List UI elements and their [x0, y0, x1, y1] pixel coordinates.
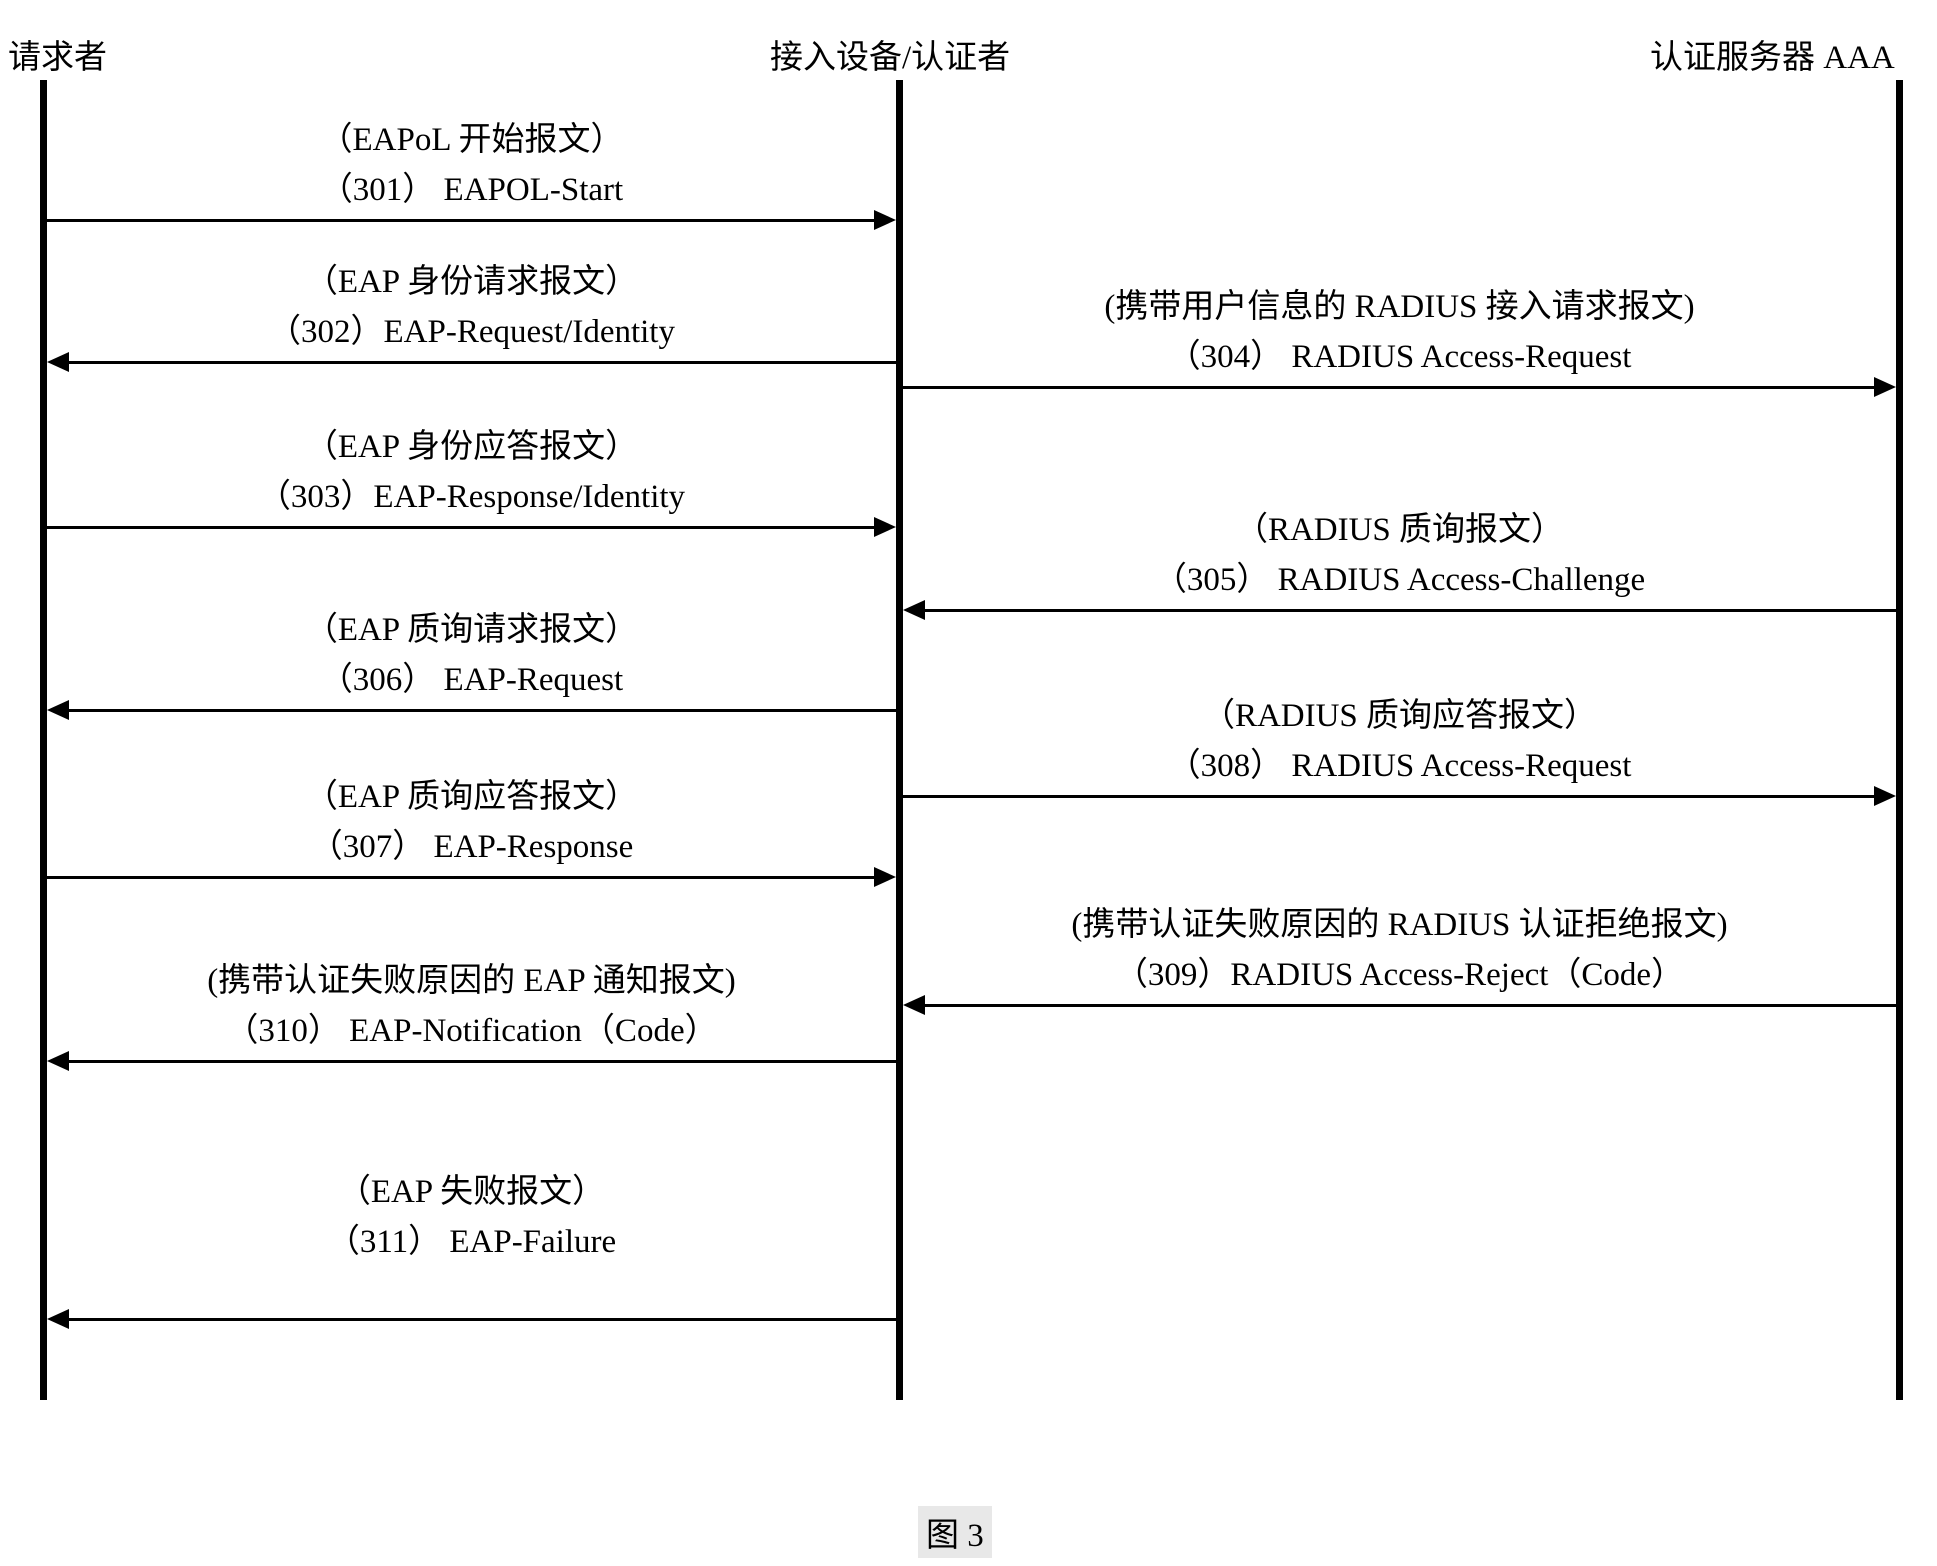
msg-309-line1: (携带认证失败原因的 RADIUS 认证拒绝报文): [903, 897, 1896, 945]
msg-308-line1: （RADIUS 质询应答报文）: [903, 688, 1896, 736]
msg-309-line2: （309）RADIUS Access-Reject（Code）: [903, 947, 1896, 995]
msg-311-line1: （EAP 失败报文）: [47, 1164, 896, 1212]
arrow-308: [903, 795, 1877, 798]
sequence-diagram: 请求者 接入设备/认证者 认证服务器 AAA （EAPoL 开始报文） （301…: [0, 0, 1937, 1566]
msg-301-line1: （EAPoL 开始报文）: [47, 112, 896, 160]
arrowhead-305: [903, 600, 925, 620]
lifeline-supplicant: [40, 80, 47, 1400]
arrow-306: [66, 709, 896, 712]
arrow-301: [47, 219, 877, 222]
arrow-303: [47, 526, 877, 529]
msg-311-line2: （311） EAP-Failure: [47, 1214, 896, 1262]
msg-305-line1: （RADIUS 质询报文）: [903, 502, 1896, 550]
arrowhead-309: [903, 995, 925, 1015]
arrowhead-306: [47, 700, 69, 720]
arrow-305: [922, 609, 1896, 612]
msg-310-line2: （310） EAP-Notification（Code）: [47, 1003, 896, 1051]
participant-aaa: 认证服务器 AAA: [1650, 30, 1895, 78]
msg-306-line2: （306） EAP-Request: [47, 652, 896, 700]
msg-305-line2: （305） RADIUS Access-Challenge: [903, 552, 1896, 600]
msg-307-line1: （EAP 质询应答报文）: [47, 769, 896, 817]
participant-authenticator: 接入设备/认证者: [770, 30, 1010, 78]
msg-304-line2: （304） RADIUS Access-Request: [903, 329, 1896, 377]
arrowhead-302: [47, 352, 69, 372]
msg-310-line1: (携带认证失败原因的 EAP 通知报文): [47, 953, 896, 1001]
msg-302-line1: （EAP 身份请求报文）: [47, 254, 896, 302]
msg-302-line2: （302）EAP-Request/Identity: [47, 304, 896, 352]
arrow-304: [903, 386, 1877, 389]
msg-307-line2: （307） EAP-Response: [47, 819, 896, 867]
arrow-307: [47, 876, 877, 879]
arrow-311: [66, 1318, 896, 1321]
lifeline-authenticator: [896, 80, 903, 1400]
figure-caption: 图 3: [918, 1506, 992, 1558]
arrowhead-303: [874, 517, 896, 537]
lifeline-aaa: [1896, 80, 1903, 1400]
arrowhead-311: [47, 1309, 69, 1329]
msg-308-line2: （308） RADIUS Access-Request: [903, 738, 1896, 786]
msg-304-line1: (携带用户信息的 RADIUS 接入请求报文): [903, 279, 1896, 327]
msg-303-line2: （303）EAP-Response/Identity: [47, 469, 896, 517]
msg-303-line1: （EAP 身份应答报文）: [47, 419, 896, 467]
arrow-310: [66, 1060, 896, 1063]
arrow-302: [66, 361, 896, 364]
arrow-309: [922, 1004, 1896, 1007]
arrowhead-307: [874, 867, 896, 887]
msg-301-line2: （301） EAPOL-Start: [47, 162, 896, 210]
arrowhead-310: [47, 1051, 69, 1071]
arrowhead-301: [874, 210, 896, 230]
participant-supplicant: 请求者: [8, 30, 107, 78]
arrowhead-304: [1874, 377, 1896, 397]
msg-306-line1: （EAP 质询请求报文）: [47, 602, 896, 650]
arrowhead-308: [1874, 786, 1896, 806]
